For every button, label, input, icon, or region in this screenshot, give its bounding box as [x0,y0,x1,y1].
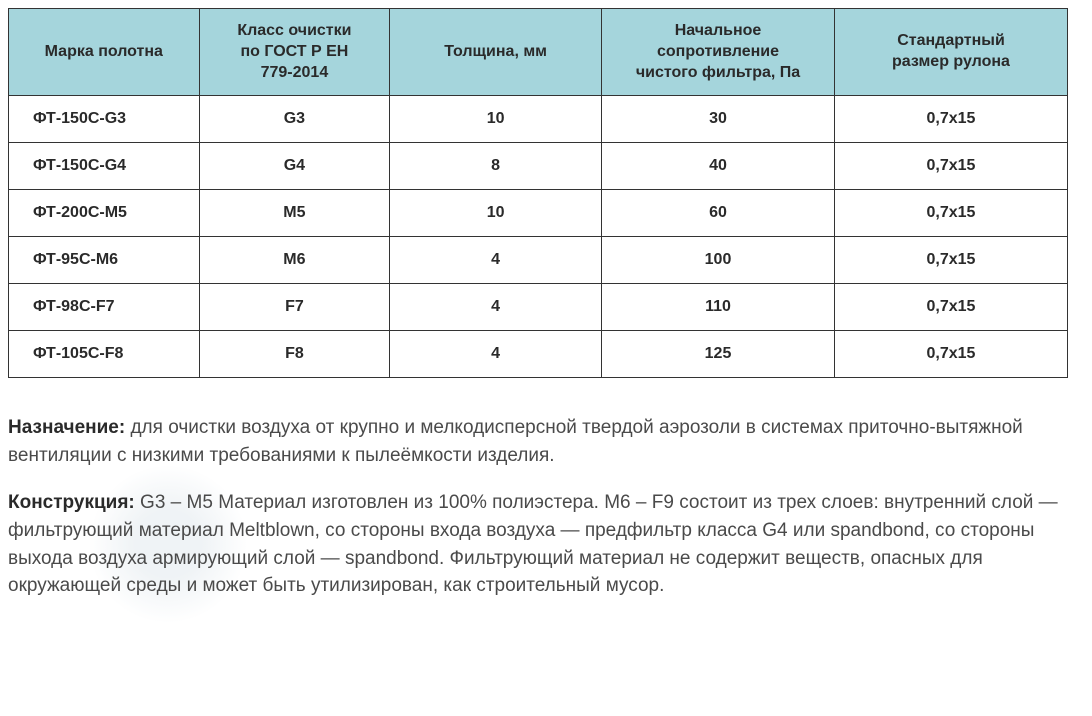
cell-thickness: 4 [390,331,602,378]
table-body: ФТ-150С-G3 G3 10 30 0,7х15 ФТ-150С-G4 G4… [9,96,1068,378]
cell-thickness: 8 [390,143,602,190]
header-class: Класс очисткипо ГОСТ Р ЕН779-2014 [199,9,390,96]
table-row: ФТ-150С-G3 G3 10 30 0,7х15 [9,96,1068,143]
cell-rollsize: 0,7х15 [834,96,1067,143]
purpose-paragraph: Назначение: для очистки воздуха от крупн… [8,414,1068,469]
cell-rollsize: 0,7х15 [834,190,1067,237]
cell-brand: ФТ-95С-М6 [9,237,200,284]
cell-brand: ФТ-98С-F7 [9,284,200,331]
filter-specs-table: Марка полотна Класс очисткипо ГОСТ Р ЕН7… [8,8,1068,378]
construction-label: Конструкция: [8,492,135,513]
cell-resistance: 30 [602,96,835,143]
cell-resistance: 40 [602,143,835,190]
cell-thickness: 4 [390,237,602,284]
cell-rollsize: 0,7х15 [834,331,1067,378]
cell-class: G4 [199,143,390,190]
cell-resistance: 60 [602,190,835,237]
cell-class: G3 [199,96,390,143]
cell-rollsize: 0,7х15 [834,237,1067,284]
header-resistance: Начальноесопротивлениечистого фильтра, П… [602,9,835,96]
table-row: ФТ-150С-G4 G4 8 40 0,7х15 [9,143,1068,190]
cell-rollsize: 0,7х15 [834,284,1067,331]
cell-resistance: 110 [602,284,835,331]
purpose-text: для очистки воздуха от крупно и мелкодис… [8,417,1023,466]
cell-thickness: 10 [390,190,602,237]
table-row: ФТ-105С-F8 F8 4 125 0,7х15 [9,331,1068,378]
cell-class: M5 [199,190,390,237]
cell-brand: ФТ-200С-М5 [9,190,200,237]
description-block: Назначение: для очистки воздуха от крупн… [8,414,1068,599]
purpose-label: Назначение: [8,417,125,438]
table-row: ФТ-95С-М6 M6 4 100 0,7х15 [9,237,1068,284]
cell-brand: ФТ-150С-G4 [9,143,200,190]
cell-thickness: 10 [390,96,602,143]
header-thickness: Толщина, мм [390,9,602,96]
cell-thickness: 4 [390,284,602,331]
cell-brand: ФТ-150С-G3 [9,96,200,143]
table-header-row: Марка полотна Класс очисткипо ГОСТ Р ЕН7… [9,9,1068,96]
cell-resistance: 125 [602,331,835,378]
table-row: ФТ-98С-F7 F7 4 110 0,7х15 [9,284,1068,331]
cell-resistance: 100 [602,237,835,284]
cell-class: F8 [199,331,390,378]
cell-class: F7 [199,284,390,331]
construction-text: G3 – М5 Материал изготовлен из 100% поли… [8,492,1058,596]
cell-brand: ФТ-105С-F8 [9,331,200,378]
header-brand: Марка полотна [9,9,200,96]
header-rollsize: Стандартныйразмер рулона [834,9,1067,96]
table-row: ФТ-200С-М5 M5 10 60 0,7х15 [9,190,1068,237]
cell-class: M6 [199,237,390,284]
cell-rollsize: 0,7х15 [834,143,1067,190]
construction-paragraph: Конструкция: G3 – М5 Материал изготовлен… [8,489,1068,599]
